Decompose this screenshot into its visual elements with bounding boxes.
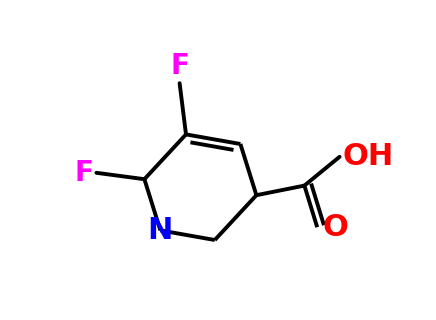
Text: OH: OH	[343, 142, 394, 171]
Text: F: F	[170, 52, 189, 80]
Text: N: N	[148, 216, 173, 245]
Text: F: F	[74, 159, 93, 187]
Text: O: O	[322, 213, 348, 242]
